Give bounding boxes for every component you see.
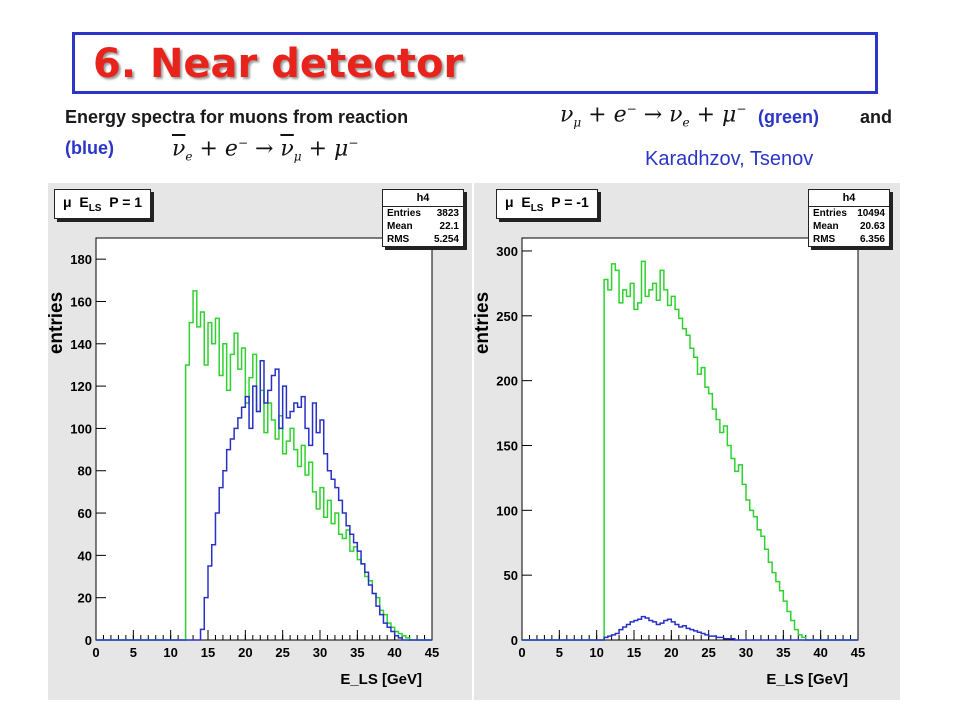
x-tick-label: 0 <box>518 645 525 660</box>
stats-entries: 3823 <box>436 208 459 219</box>
reaction-formula-1: νμ + e− → νe + μ− <box>560 102 747 130</box>
x-tick-label: 20 <box>238 645 252 660</box>
y-tick-label: 40 <box>78 548 92 563</box>
y-tick-label: 120 <box>70 379 92 394</box>
x-tick-label: 15 <box>201 645 215 660</box>
y-tick-label: 300 <box>496 244 518 259</box>
y-tick-label: 80 <box>78 464 92 479</box>
y-tick-label: 180 <box>70 252 92 267</box>
series-green <box>522 260 858 641</box>
y-axis-label: entries <box>48 292 67 354</box>
x-tick-label: 5 <box>130 645 137 660</box>
x-tick-label: 45 <box>425 645 439 660</box>
y-tick-label: 150 <box>496 438 518 453</box>
reaction-formula-2: νe + e− → νμ + μ− <box>172 136 359 164</box>
x-tick-label: 40 <box>813 645 827 660</box>
x-tick-label: 5 <box>556 645 563 660</box>
stats-name: h4 <box>383 190 463 207</box>
x-tick-label: 30 <box>739 645 753 660</box>
chart-title-left: μ ELS P = 1 <box>54 189 152 219</box>
y-tick-label: 60 <box>78 506 92 521</box>
stats-mean: 22.1 <box>439 221 459 232</box>
series-blue <box>96 359 432 641</box>
y-tick-label: 160 <box>70 294 92 309</box>
y-tick-label: 100 <box>70 421 92 436</box>
histogram-left: 0 20 40 60 80 100 120 140 160 180 0 5 10 15 20 25 30 35 40… <box>48 237 439 688</box>
x-tick-label: 35 <box>776 645 790 660</box>
title-frame: 6. Near detector <box>72 32 878 94</box>
x-axis-label: E_LS [GeV] <box>340 671 422 688</box>
stats-box-right: h4 Entries 10494 Mean 20.63 RMS 6.356 <box>808 189 890 247</box>
y-tick-label: 0 <box>511 633 518 648</box>
y-tick-label: 0 <box>85 633 92 648</box>
chart-title-right: μ ELS P = -1 <box>496 189 598 219</box>
x-tick-label: 25 <box>275 645 289 660</box>
y-tick-label: 140 <box>70 337 92 352</box>
histogram-right: 0 50 100 150 200 250 300 0 5 10 15 20 25 30 35 40 45 entr… <box>474 237 865 688</box>
x-axis-label: E_LS [GeV] <box>766 671 848 688</box>
stats-rms: 6.356 <box>859 234 885 245</box>
y-tick-label: 20 <box>78 591 92 606</box>
x-tick-label: 10 <box>589 645 603 660</box>
stats-entries: 10494 <box>857 208 885 219</box>
stats-name: h4 <box>809 190 889 207</box>
x-tick-label: 45 <box>851 645 865 660</box>
description-green: (green) <box>758 107 820 127</box>
y-axis-label: entries <box>474 292 493 354</box>
y-tick-label: 200 <box>496 374 518 389</box>
x-tick-label: 35 <box>350 645 364 660</box>
plot-area <box>521 237 859 641</box>
x-tick-label: 10 <box>163 645 177 660</box>
description-line1: Energy spectra for muons from reaction <box>65 107 409 127</box>
y-tick-label: 250 <box>496 309 518 324</box>
y-tick-label: 50 <box>504 568 518 583</box>
x-tick-label: 30 <box>313 645 327 660</box>
chart-panel-right: 0 50 100 150 200 250 300 0 5 10 15 20 25 30 35 40 45 entr… <box>474 183 900 700</box>
y-tick-label: 100 <box>496 503 518 518</box>
stats-rms: 5.254 <box>433 234 459 245</box>
chart-panel-left: 0 20 40 60 80 100 120 140 160 180 0 5 10 15 20 25 30 35 40… <box>48 183 472 700</box>
x-tick-label: 15 <box>627 645 641 660</box>
stats-mean: 20.63 <box>859 221 885 232</box>
plot-area <box>95 237 433 641</box>
series-blue <box>522 615 858 641</box>
x-tick-label: 40 <box>387 645 401 660</box>
stats-box-left: h4 Entries 3823 Mean 22.1 RMS 5.254 <box>382 189 464 247</box>
description-blue: (blue) <box>65 138 114 158</box>
slide-title: 6. Near detector <box>93 41 464 87</box>
x-tick-label: 20 <box>664 645 678 660</box>
x-tick-label: 25 <box>701 645 715 660</box>
x-tick-label: 0 <box>92 645 99 660</box>
author-credit: Karadhzov, Tsenov <box>645 148 814 170</box>
description-and: and <box>860 107 893 127</box>
